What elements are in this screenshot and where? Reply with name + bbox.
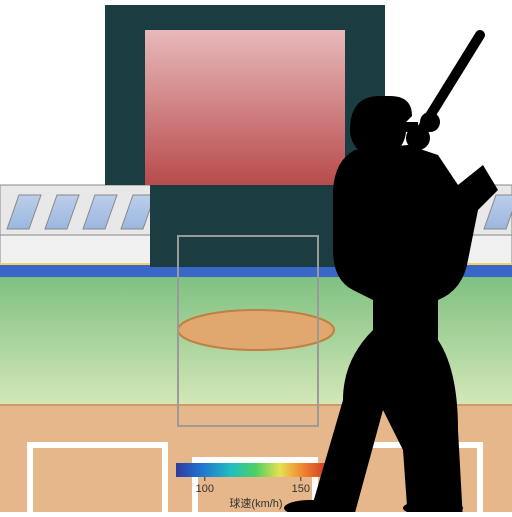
svg-text:100: 100 [196, 483, 214, 495]
speed-legend-label: 球速(km/h) [229, 496, 282, 510]
speed-legend-bar [176, 463, 336, 477]
svg-text:150: 150 [292, 483, 310, 495]
pitchers-mound [178, 310, 334, 350]
scene-svg: 100 150 球速(km/h) [0, 0, 512, 512]
scoreboard-screen [145, 30, 345, 185]
pitch-location-diagram: 100 150 球速(km/h) [0, 0, 512, 512]
